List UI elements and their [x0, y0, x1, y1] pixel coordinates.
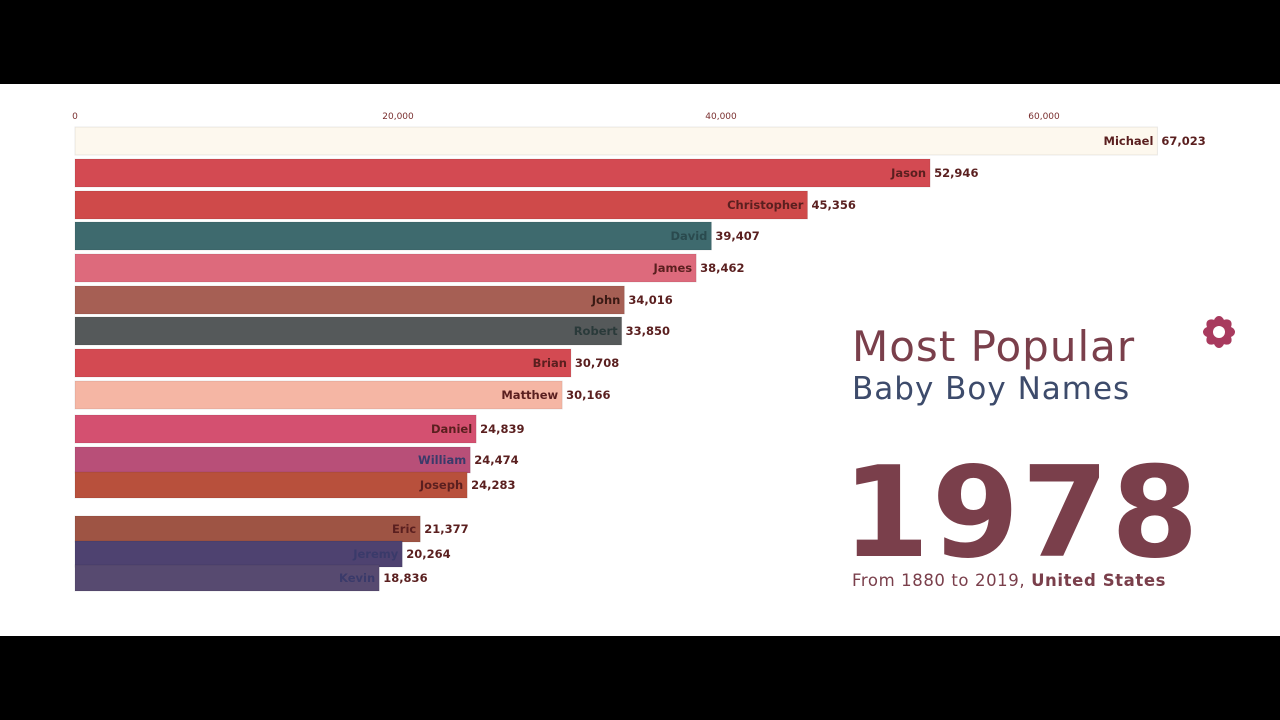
bar-name-label: James — [652, 261, 692, 275]
bar-value-label: 39,407 — [715, 229, 759, 243]
bar-name-label: Jeremy — [352, 547, 399, 561]
bar — [74, 190, 808, 220]
bar-value-label: 38,462 — [700, 261, 744, 275]
bar-value-label: 67,023 — [1161, 134, 1205, 148]
bar — [74, 221, 712, 251]
subtitle-prefix: From 1880 to 2019, — [852, 571, 1032, 590]
bar-name-label: William — [418, 453, 466, 467]
bar-value-label: 30,166 — [566, 388, 610, 402]
year-label: 1978 — [842, 439, 1201, 586]
bar — [74, 446, 471, 474]
bar — [74, 540, 403, 568]
bar — [74, 316, 623, 346]
bar — [74, 471, 468, 499]
bar — [74, 285, 625, 315]
bar-value-label: 20,264 — [406, 547, 450, 561]
chart-stage: 0 20,000 40,000 60,000 Michael 67,023 Jason 52,… — [0, 84, 1280, 636]
x-tick-label: 0 — [72, 112, 78, 122]
chart-title-line2: Baby Boy Names — [852, 371, 1131, 407]
bar-value-label: 24,283 — [471, 478, 515, 492]
bar-value-label: 52,946 — [934, 166, 978, 180]
bar-name-label: Jason — [890, 166, 926, 180]
bar-name-label: John — [591, 293, 621, 307]
bar — [74, 253, 697, 283]
bar-value-label: 18,836 — [383, 571, 427, 585]
bar-name-label: Matthew — [501, 388, 558, 402]
x-tick-label: 60,000 — [1028, 112, 1060, 122]
bar-name-label: David — [670, 229, 707, 243]
bar — [74, 348, 572, 378]
bar-name-label: Robert — [574, 324, 618, 338]
bar-name-label: Michael — [1104, 134, 1154, 148]
bar-value-label: 24,474 — [474, 453, 518, 467]
bar — [74, 515, 421, 543]
bar — [74, 380, 563, 410]
bar-value-label: 24,839 — [480, 422, 524, 436]
bar-value-label: 30,708 — [575, 356, 619, 370]
bar — [74, 158, 931, 188]
bar-name-label: Brian — [533, 356, 567, 370]
bar — [74, 564, 380, 592]
chart-title-line1: Most Popular — [852, 322, 1136, 371]
bar-name-label: Kevin — [339, 571, 375, 585]
bar-name-label: Eric — [392, 522, 416, 536]
bar — [74, 414, 477, 444]
x-tick-label: 40,000 — [705, 112, 737, 122]
bar — [74, 126, 1158, 156]
bar-name-label: Joseph — [419, 478, 463, 492]
chart-subtitle: From 1880 to 2019, United States — [852, 571, 1166, 590]
subtitle-country: United States — [1031, 571, 1167, 590]
bar-value-label: 33,850 — [626, 324, 670, 338]
bar-chart: 0 20,000 40,000 60,000 Michael 67,023 Jason 52,… — [72, 112, 1206, 592]
x-tick-label: 20,000 — [382, 112, 414, 122]
bar-name-label: Christopher — [727, 198, 804, 212]
flower-icon — [1203, 316, 1235, 348]
bar-value-label: 45,356 — [811, 198, 855, 212]
bar-name-label: Daniel — [431, 422, 472, 436]
bar-value-label: 34,016 — [628, 293, 672, 307]
bar-value-label: 21,377 — [424, 522, 468, 536]
